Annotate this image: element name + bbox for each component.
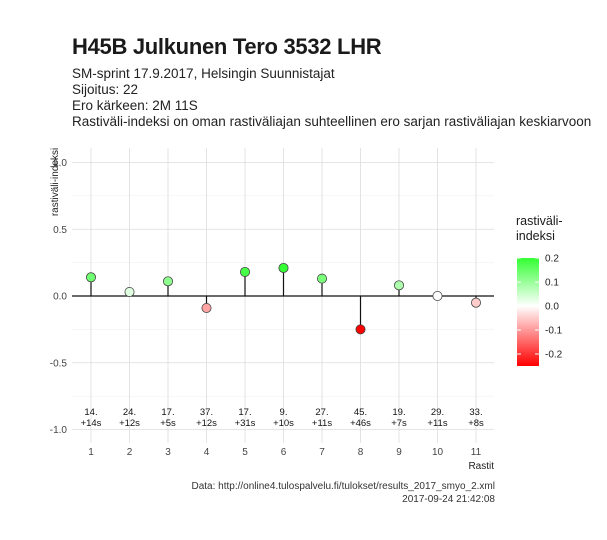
legend-title: rastiväli- indeksi xyxy=(516,214,563,244)
legend-tick-label: 0.0 xyxy=(545,302,559,313)
x-tick-label: 7 xyxy=(319,447,325,458)
data-point[interactable] xyxy=(86,272,97,283)
annotation-rank: 17. xyxy=(238,407,251,418)
annotation-time-diff: +14s xyxy=(81,418,102,429)
x-tick-label: 11 xyxy=(471,447,482,458)
data-point[interactable] xyxy=(201,303,212,314)
data-point[interactable] xyxy=(355,324,366,335)
legend-title-line1: rastiväli- xyxy=(516,214,563,228)
y-tick-label: 0.5 xyxy=(53,225,67,236)
annotation-time-diff: +12s xyxy=(119,418,140,429)
x-tick-label: 1 xyxy=(88,447,94,458)
annotation-rank: 33. xyxy=(469,407,482,418)
y-tick-label: 1.0 xyxy=(53,158,67,169)
data-point[interactable] xyxy=(316,273,327,284)
annotation-time-diff: +11s xyxy=(427,418,447,429)
annotation-rank: 19. xyxy=(392,407,405,418)
chart-title: H45B Julkunen Tero 3532 LHR xyxy=(72,34,382,59)
subtitle-description: Rastiväli-indeksi on oman rastiväliajan … xyxy=(72,114,592,129)
x-tick-label: 2 xyxy=(127,447,133,458)
annotation-time-diff: +11s xyxy=(312,418,332,429)
annotation-time-diff: +10s xyxy=(273,418,294,429)
annotation-rank: 37. xyxy=(200,407,213,418)
annotation-rank: 9. xyxy=(280,407,288,418)
legend-tick-label: -0.1 xyxy=(545,326,563,337)
x-tick-label: 4 xyxy=(204,447,210,458)
annotation-time-diff: +5s xyxy=(160,418,176,429)
legend-colorbar xyxy=(517,258,539,366)
x-tick-label: 6 xyxy=(281,447,287,458)
annotation-rank: 14. xyxy=(84,407,97,418)
y-tick-label: 0.0 xyxy=(53,292,67,303)
annotation-rank: 17. xyxy=(161,407,174,418)
y-axis-label: rastiväli-indeksi xyxy=(50,148,61,216)
data-point[interactable] xyxy=(124,286,135,297)
subtitle-rank: Sijoitus: 22 xyxy=(72,82,139,97)
legend-title-line2: indeksi xyxy=(516,229,555,243)
x-tick-label: 3 xyxy=(165,447,171,458)
annotation-time-diff: +8s xyxy=(468,418,484,429)
x-tick-label: 5 xyxy=(242,447,248,458)
annotation-rank: 27. xyxy=(315,407,328,418)
annotation-time-diff: +31s xyxy=(235,418,256,429)
annotation-time-diff: +7s xyxy=(391,418,407,429)
legend-tick-label: 0.2 xyxy=(545,254,559,265)
annotation-rank: 24. xyxy=(123,407,136,418)
data-point[interactable] xyxy=(278,262,289,273)
x-tick-label: 9 xyxy=(396,447,402,458)
y-tick-label: -0.5 xyxy=(50,358,68,369)
data-point[interactable] xyxy=(432,290,443,301)
x-tick-label: 8 xyxy=(358,447,364,458)
legend-tick-label: 0.1 xyxy=(545,278,559,289)
x-axis-label: Rastit xyxy=(468,461,494,472)
annotation-time-diff: +46s xyxy=(350,418,371,429)
y-tick-label: -1.0 xyxy=(50,425,68,436)
annotation-rank: 45. xyxy=(354,407,367,418)
timestamp-caption: 2017-09-24 21:42:08 xyxy=(402,494,495,505)
data-point[interactable] xyxy=(393,280,404,291)
data-point[interactable] xyxy=(470,297,481,308)
subtitle-gap: Ero kärkeen: 2M 11S xyxy=(72,98,198,113)
data-point[interactable] xyxy=(162,276,173,287)
data-point[interactable] xyxy=(239,266,250,277)
legend-tick-label: -0.2 xyxy=(545,350,563,361)
annotation-time-diff: +12s xyxy=(196,418,217,429)
x-tick-label: 10 xyxy=(432,447,444,458)
annotation-rank: 29. xyxy=(431,407,444,418)
source-caption: Data: http://online4.tulospalvelu.fi/tul… xyxy=(191,481,495,492)
subtitle-event: SM-sprint 17.9.2017, Helsingin Suunnista… xyxy=(72,66,335,81)
